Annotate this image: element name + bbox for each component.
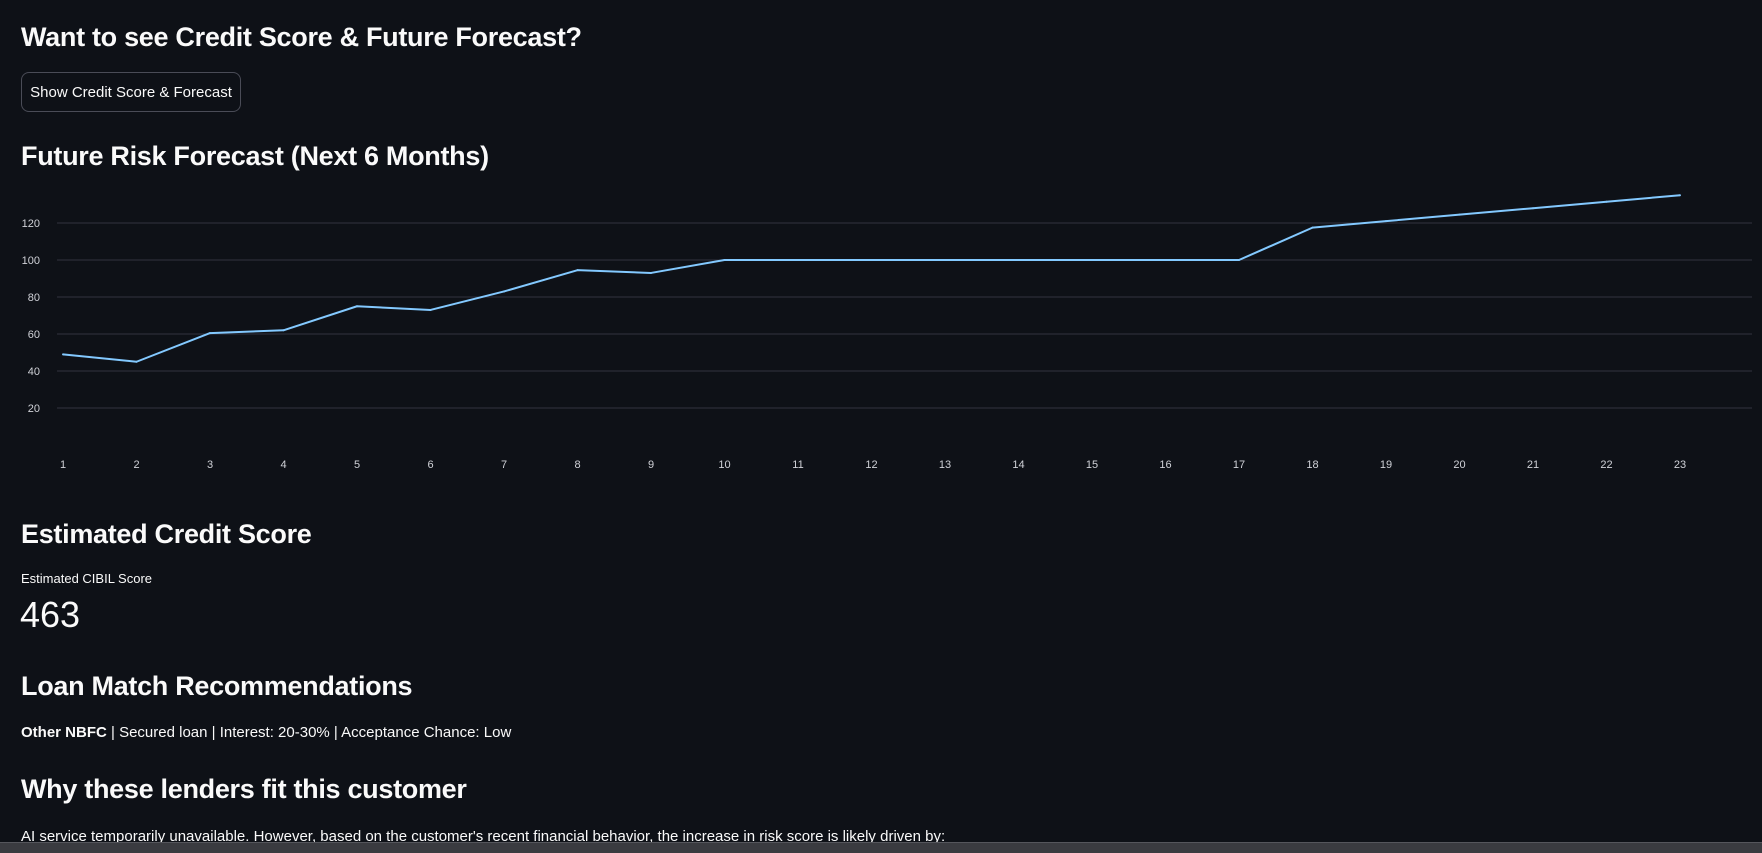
x-tick-label: 17 <box>1233 459 1245 471</box>
data-point <box>1679 194 1681 197</box>
x-tick-label: 10 <box>718 459 730 471</box>
x-tick-label: 16 <box>1159 459 1171 471</box>
x-tick-label: 18 <box>1306 459 1318 471</box>
x-tick-label: 8 <box>574 459 580 471</box>
x-tick-label: 9 <box>648 459 654 471</box>
x-tick-label: 3 <box>207 459 213 471</box>
metric-label: Estimated CIBIL Score <box>21 571 153 586</box>
credit-score-heading: Estimated Credit Score <box>21 519 312 549</box>
x-tick-label: 15 <box>1086 459 1098 471</box>
y-tick-label: 60 <box>28 329 40 341</box>
data-point <box>1532 207 1534 210</box>
data-point <box>429 308 432 311</box>
why-lenders-heading: Why these lenders fit this customer <box>21 774 467 804</box>
data-point <box>356 305 358 308</box>
y-tick-label: 40 <box>28 366 40 378</box>
data-point <box>503 290 505 293</box>
data-point <box>797 259 799 261</box>
loan-recommendation: Other NBFC | Secured loan | Interest: 20… <box>21 724 511 741</box>
x-tick-label: 1 <box>60 459 66 471</box>
y-tick-label: 80 <box>28 292 40 304</box>
x-tick-label: 5 <box>354 459 360 471</box>
show-credit-score-button[interactable]: Show Credit Score & Forecast <box>21 72 241 112</box>
data-point <box>1605 200 1608 203</box>
horizontal-scrollbar[interactable] <box>0 842 1762 853</box>
data-point <box>1238 259 1240 261</box>
y-tick-label: 120 <box>22 218 40 230</box>
series-line-risk <box>62 194 1681 363</box>
data-point <box>209 332 211 335</box>
x-tick-label: 19 <box>1380 459 1392 471</box>
data-point <box>135 360 138 363</box>
section-heading-credit-forecast: Want to see Credit Score & Future Foreca… <box>21 22 582 52</box>
x-tick-label: 7 <box>501 459 507 471</box>
data-point <box>1091 259 1093 261</box>
x-tick-label: 23 <box>1674 459 1686 471</box>
x-tick-label: 14 <box>1012 459 1024 471</box>
x-tick-label: 2 <box>133 459 139 471</box>
data-point <box>1017 259 1020 261</box>
data-point <box>576 269 579 272</box>
lender-name: Other NBFC <box>21 724 107 741</box>
explanation-text: AI service temporarily unavailable. Howe… <box>21 828 946 845</box>
x-tick-label: 22 <box>1600 459 1612 471</box>
data-point <box>1458 213 1461 216</box>
y-tick-label: 20 <box>28 403 40 415</box>
metric-value: 463 <box>20 594 81 635</box>
x-tick-label: 4 <box>280 459 286 471</box>
data-point <box>1164 259 1167 261</box>
y-tick-label: 100 <box>22 255 40 267</box>
data-point <box>282 329 285 332</box>
x-tick-label: 6 <box>427 459 433 471</box>
x-tick-label: 20 <box>1453 459 1465 471</box>
loan-recommendations-heading: Loan Match Recommendations <box>21 671 413 701</box>
x-tick-label: 12 <box>865 459 877 471</box>
data-point <box>944 259 946 261</box>
x-tick-label: 13 <box>939 459 951 471</box>
data-point <box>1311 226 1314 229</box>
data-point <box>1385 220 1387 223</box>
x-tick-label: 11 <box>792 459 803 471</box>
data-point <box>723 259 726 261</box>
loan-details: | Secured loan | Interest: 20-30% | Acce… <box>106 724 512 741</box>
data-point <box>650 271 652 274</box>
forecast-heading: Future Risk Forecast (Next 6 Months) <box>21 141 489 171</box>
data-point <box>870 259 873 261</box>
data-point <box>62 353 64 356</box>
x-tick-label: 21 <box>1527 459 1539 471</box>
